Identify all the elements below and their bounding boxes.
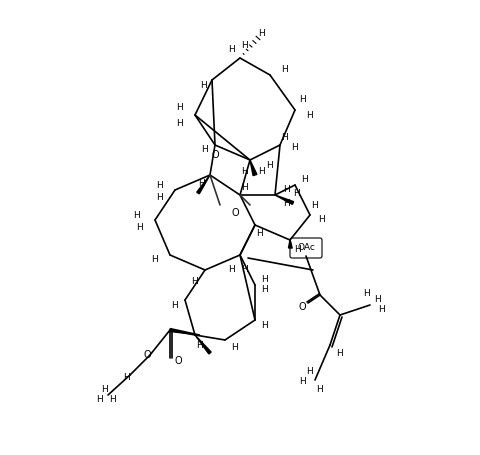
Text: H: H [136,223,143,233]
Text: H: H [200,81,207,90]
Polygon shape [275,195,293,204]
Text: H: H [374,295,381,304]
Text: H: H [101,385,108,394]
Text: H: H [283,198,290,207]
Text: H: H [198,178,205,187]
Text: H: H [241,41,248,51]
Polygon shape [196,175,210,194]
Text: H: H [176,102,183,111]
Text: H: H [291,143,298,152]
Text: O: O [231,208,238,218]
Text: O: O [174,356,181,366]
Polygon shape [250,160,256,176]
Text: H: H [294,246,301,254]
Text: H: H [261,320,268,329]
Text: O: O [211,150,218,160]
Text: O: O [143,350,151,360]
Text: H: H [176,118,183,127]
Text: H: H [378,305,384,314]
Text: H: H [256,228,263,238]
Text: H: H [258,29,265,37]
Text: H: H [318,216,324,224]
Text: H: H [156,193,163,202]
Text: H: H [299,96,306,105]
Text: H: H [171,300,178,309]
Text: H: H [261,285,268,294]
Text: H: H [156,181,163,189]
Text: H: H [299,378,306,386]
Text: H: H [133,211,140,219]
Text: H: H [311,201,318,209]
Text: H: H [363,288,370,298]
Text: H: H [283,186,290,194]
Text: H: H [196,340,203,349]
Text: H: H [258,167,265,177]
Text: H: H [228,46,235,55]
Text: H: H [109,395,116,404]
Text: H: H [306,111,313,120]
Text: H: H [281,132,288,142]
Polygon shape [194,335,211,354]
Text: H: H [228,266,235,274]
Text: O: O [298,302,305,312]
Text: H: H [306,368,313,376]
Text: H: H [151,256,158,264]
Text: H: H [201,146,208,155]
Text: H: H [266,161,273,170]
Text: H: H [293,188,300,197]
Text: OAc: OAc [297,243,314,253]
Text: H: H [123,374,130,383]
Text: H: H [241,182,248,192]
Text: H: H [241,266,248,274]
Text: H: H [301,176,308,184]
Text: H: H [241,167,248,177]
Polygon shape [288,240,291,248]
Text: H: H [191,278,198,287]
Text: H: H [231,344,238,353]
FancyBboxPatch shape [289,238,321,258]
Text: H: H [96,395,103,404]
Text: H: H [316,385,323,394]
Polygon shape [169,329,200,335]
Text: H: H [281,66,288,75]
Text: H: H [261,275,268,284]
Text: H: H [336,349,343,358]
